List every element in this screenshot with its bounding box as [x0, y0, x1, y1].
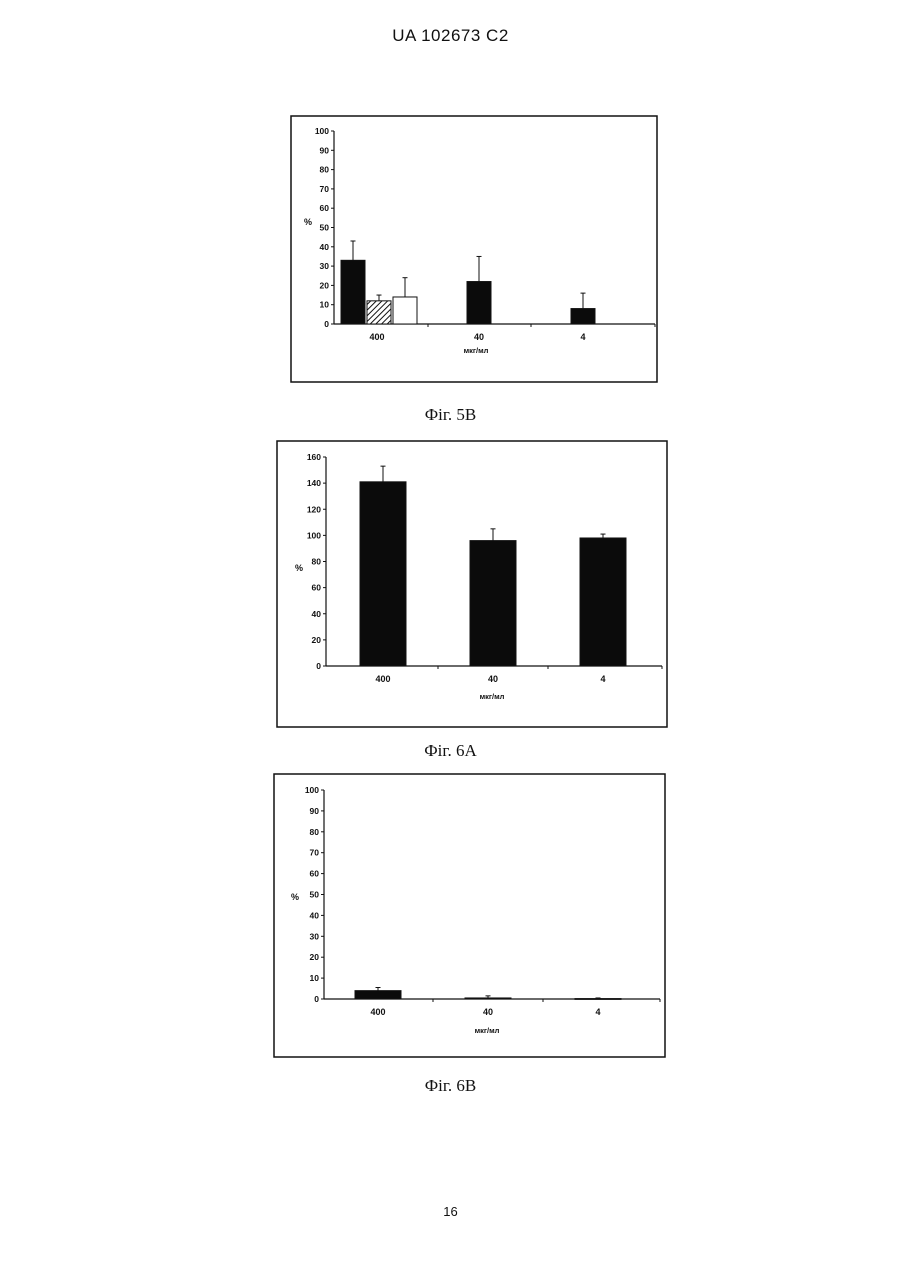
chart-fig5b: 0 10 20 30 40 50 60 70 80 90 100% 400 40 4 мкг/мл: [290, 115, 658, 383]
category-label: 400: [375, 674, 390, 684]
category-label: 4: [580, 332, 585, 342]
y-axis-title: %: [291, 892, 299, 902]
category-label: 40: [488, 674, 498, 684]
y-tick-label: 40: [312, 609, 322, 619]
y-tick-label: 100: [307, 530, 321, 540]
y-tick-label: 10: [310, 973, 320, 983]
y-tick-label: 100: [315, 126, 329, 136]
y-tick-label: 60: [320, 203, 330, 213]
caption-fig6b: Фіг. 6В: [0, 1076, 901, 1096]
bar: [470, 541, 516, 666]
x-axis-unit: мкг/мл: [475, 1026, 500, 1035]
y-tick-label: 30: [320, 261, 330, 271]
y-tick-label: 20: [320, 280, 330, 290]
y-tick-label: 60: [312, 583, 322, 593]
y-tick-label: 30: [310, 931, 320, 941]
page-number: 16: [0, 1204, 901, 1219]
category-label: 40: [483, 1007, 493, 1017]
chart-fig6a: 0 20 40 60 80 100 120 140 160% 400 40 4 мкг/мл: [276, 440, 668, 728]
caption-fig6a: Фіг. 6А: [0, 741, 901, 761]
bar: [341, 260, 365, 324]
y-tick-label: 80: [320, 165, 330, 175]
bar: [360, 482, 406, 666]
y-tick-label: 90: [320, 145, 330, 155]
y-axis-title: %: [304, 217, 312, 227]
y-tick-label: 120: [307, 504, 321, 514]
y-tick-label: 20: [312, 635, 322, 645]
y-tick-label: 40: [310, 910, 320, 920]
y-tick-label: 0: [324, 319, 329, 329]
y-tick-label: 140: [307, 478, 321, 488]
y-tick-label: 60: [310, 869, 320, 879]
y-tick-label: 20: [310, 952, 320, 962]
y-axis-title: %: [295, 563, 303, 573]
y-tick-label: 70: [310, 848, 320, 858]
y-tick-label: 70: [320, 184, 330, 194]
bar: [575, 999, 621, 1000]
bar: [465, 998, 511, 999]
chart-frame: [291, 116, 657, 382]
x-axis-unit: мкг/мл: [464, 346, 489, 355]
patent-header: UA 102673 C2: [0, 26, 901, 46]
bar: [571, 309, 595, 324]
y-tick-label: 160: [307, 452, 321, 462]
y-tick-label: 80: [312, 557, 322, 567]
y-tick-label: 100: [305, 785, 319, 795]
bar: [467, 282, 491, 324]
caption-fig5b: Фіг. 5В: [0, 405, 901, 425]
category-label: 40: [474, 332, 484, 342]
y-tick-label: 40: [320, 242, 330, 252]
bar: [580, 538, 626, 666]
category-label: 400: [369, 332, 384, 342]
chart-fig6b: 0 10 20 30 40 50 60 70 80 90 100% 400 40 4 мкг/мл: [273, 773, 666, 1058]
category-label: 4: [595, 1007, 600, 1017]
y-tick-label: 50: [320, 223, 330, 233]
bar: [367, 301, 391, 324]
chart-frame: [274, 774, 665, 1057]
y-tick-label: 50: [310, 890, 320, 900]
y-tick-label: 80: [310, 827, 320, 837]
category-label: 4: [600, 674, 605, 684]
category-label: 400: [370, 1007, 385, 1017]
y-tick-label: 0: [316, 661, 321, 671]
y-tick-label: 10: [320, 300, 330, 310]
bar: [355, 991, 401, 999]
y-tick-label: 90: [310, 806, 320, 816]
bar: [393, 297, 417, 324]
x-axis-unit: мкг/мл: [480, 692, 505, 701]
y-tick-label: 0: [314, 994, 319, 1004]
